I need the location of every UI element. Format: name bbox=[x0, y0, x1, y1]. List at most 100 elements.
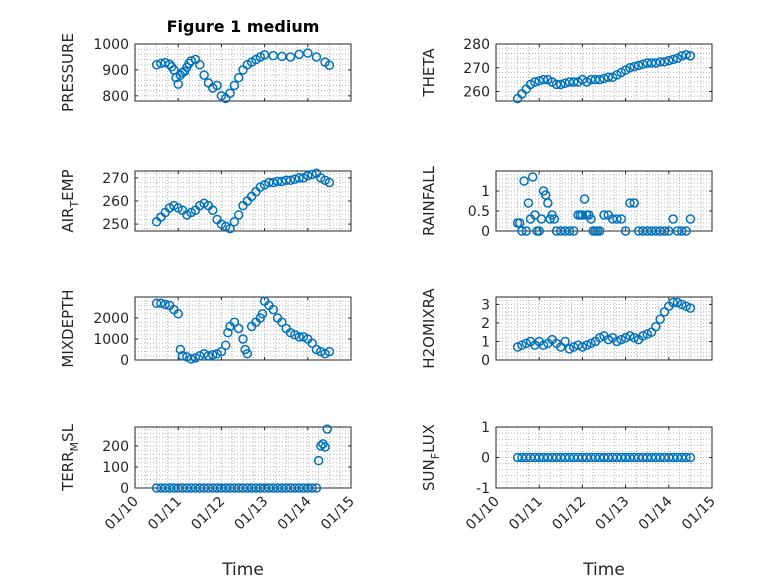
data-point bbox=[681, 452, 691, 463]
data-point bbox=[629, 61, 639, 72]
data-point bbox=[294, 173, 304, 183]
data-point bbox=[199, 70, 209, 80]
y-axis-label: THETA bbox=[420, 48, 438, 98]
y-tick-label: 1000 bbox=[93, 37, 129, 53]
y-tick-label: 0 bbox=[481, 353, 490, 369]
data-point bbox=[272, 176, 283, 187]
data-point bbox=[307, 338, 317, 348]
data-point bbox=[534, 76, 544, 86]
data-point bbox=[685, 303, 696, 313]
data-point bbox=[530, 77, 540, 87]
data-point bbox=[294, 332, 304, 342]
data-point bbox=[677, 226, 687, 236]
y-tick-label: 0 bbox=[481, 224, 490, 240]
y-tick-label: 1 bbox=[481, 184, 490, 200]
data-point bbox=[519, 176, 529, 186]
data-point bbox=[612, 336, 622, 347]
data-point bbox=[268, 304, 278, 315]
data-point bbox=[220, 340, 231, 351]
axes-box bbox=[134, 43, 352, 102]
data-point bbox=[290, 174, 300, 184]
data-point bbox=[616, 334, 627, 345]
data-point bbox=[664, 55, 674, 66]
data-point bbox=[316, 441, 326, 451]
subplot-8: -1 0 1 01/10 01/11 01/12 01/13 01/14 01/15 Time SU… bbox=[420, 420, 719, 580]
data-point bbox=[229, 317, 240, 327]
data-point bbox=[668, 297, 678, 308]
data-point bbox=[625, 63, 635, 73]
data-point bbox=[160, 299, 170, 310]
y-tick-label: 0 bbox=[481, 451, 490, 467]
data-point bbox=[538, 340, 549, 350]
data-point bbox=[277, 51, 287, 62]
data-point bbox=[311, 483, 322, 493]
data-point bbox=[521, 338, 531, 349]
data-point bbox=[324, 60, 335, 70]
y-tick-label: 2 bbox=[481, 316, 490, 332]
data-point bbox=[324, 346, 335, 357]
x-tick-label: 01/11 bbox=[145, 494, 185, 534]
data-point bbox=[186, 354, 196, 364]
y-tick-label: 3 bbox=[481, 297, 490, 313]
data-point bbox=[651, 58, 661, 68]
data-point bbox=[551, 79, 562, 90]
data-point bbox=[277, 317, 287, 327]
data-point bbox=[579, 194, 590, 204]
data-point bbox=[238, 334, 248, 344]
axes-box bbox=[495, 296, 713, 361]
data-point bbox=[569, 226, 579, 236]
data-point bbox=[285, 52, 296, 62]
x-tick-label: 01/10 bbox=[463, 494, 503, 534]
data-point bbox=[685, 51, 696, 61]
data-point bbox=[590, 74, 601, 85]
subplot-2: 260 270 280 THETA bbox=[420, 37, 713, 104]
chart-title: Figure 1 medium bbox=[167, 17, 320, 36]
data-point bbox=[564, 344, 575, 354]
data-point bbox=[612, 214, 622, 224]
x-tick-label: 01/13 bbox=[593, 494, 633, 534]
data-point bbox=[577, 342, 588, 352]
data-point bbox=[156, 298, 166, 309]
data-point bbox=[151, 298, 162, 309]
data-point bbox=[512, 342, 523, 352]
data-point bbox=[186, 56, 196, 66]
data-point bbox=[681, 301, 691, 312]
data-point bbox=[216, 346, 227, 357]
data-point bbox=[603, 334, 614, 345]
data-point bbox=[681, 49, 691, 60]
data-point bbox=[616, 214, 627, 224]
data-point bbox=[534, 226, 544, 236]
data-point bbox=[313, 455, 324, 466]
data-point bbox=[560, 78, 570, 88]
y-tick-label: 1 bbox=[481, 334, 490, 350]
subplot-7: 0 100 200 01/10 01/11 01/12 01/13 01/14 01/15 Tim… bbox=[59, 423, 358, 580]
data-point bbox=[586, 338, 596, 349]
data-point bbox=[324, 177, 335, 188]
y-axis-label: PRESSURE bbox=[59, 33, 77, 112]
data-point bbox=[603, 72, 614, 82]
y-tick-label: 1000 bbox=[93, 332, 129, 348]
data-point bbox=[233, 72, 244, 83]
data-point bbox=[203, 351, 214, 361]
data-point bbox=[594, 333, 605, 343]
data-point bbox=[151, 59, 162, 70]
y-tick-label: 0 bbox=[120, 353, 129, 369]
data-point bbox=[173, 309, 183, 319]
data-point bbox=[668, 214, 678, 224]
data-point bbox=[659, 226, 670, 236]
data-point bbox=[208, 350, 218, 360]
data-point bbox=[556, 79, 566, 90]
y-axis-label: MIXDEPTH bbox=[59, 289, 77, 367]
data-point bbox=[668, 54, 678, 65]
data-point bbox=[638, 331, 648, 341]
data-point bbox=[594, 226, 605, 236]
x-tick-label: 01/11 bbox=[506, 494, 546, 534]
data-point bbox=[672, 297, 683, 308]
y-tick-label: 260 bbox=[102, 194, 129, 210]
y-tick-label: 100 bbox=[102, 460, 129, 476]
subplot-6: 0 1 2 3 H2OMIXRA bbox=[420, 288, 713, 369]
data-point bbox=[294, 49, 304, 60]
y-tick-label: 0.5 bbox=[468, 204, 490, 220]
subplot-4: 0 0.5 1 RAINFALL bbox=[420, 165, 713, 240]
